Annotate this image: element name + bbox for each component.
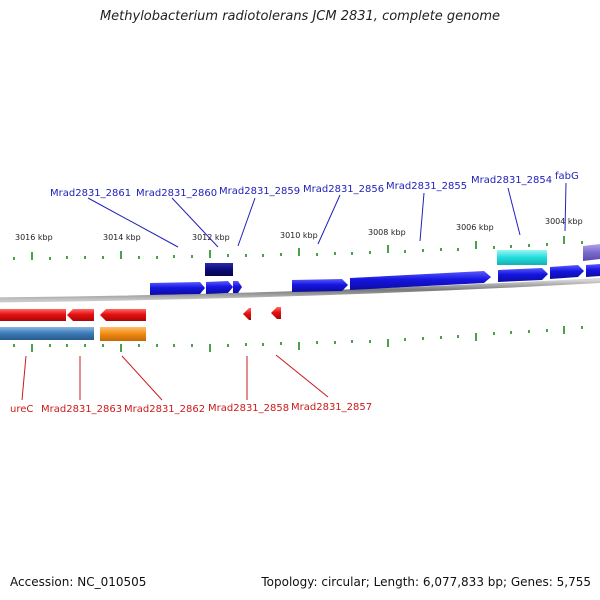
gene-label-mrad2831-2858[interactable]: Mrad2831_2858 bbox=[208, 403, 289, 414]
scale-label: 3008 kbp bbox=[368, 228, 406, 237]
reverse-gene-arrow[interactable] bbox=[100, 309, 146, 321]
forward-gene-arrow[interactable] bbox=[550, 265, 584, 279]
scale-label: 3012 kbp bbox=[192, 233, 230, 242]
forward-gene-arrow[interactable] bbox=[150, 282, 205, 295]
gene-label-mrad2831-2859[interactable]: Mrad2831_2859 bbox=[219, 186, 300, 197]
forward-gene-arrow[interactable] bbox=[498, 268, 548, 282]
genome-summary-text: Topology: circular; Length: 6,077,833 bp… bbox=[261, 575, 591, 589]
reverse-gene-arrow[interactable] bbox=[0, 309, 66, 321]
forward-gene-arrow[interactable] bbox=[586, 264, 600, 277]
forward-gene-arrow[interactable] bbox=[233, 281, 242, 293]
scale-label: 3016 kbp bbox=[15, 233, 53, 242]
forward-genes bbox=[150, 264, 600, 295]
feature-block-dark[interactable] bbox=[205, 263, 233, 276]
gene-label-urec[interactable]: ureC bbox=[10, 404, 33, 415]
gene-label-mrad2831-2854[interactable]: Mrad2831_2854 bbox=[471, 175, 552, 186]
accession-text: Accession: NC_010505 bbox=[10, 575, 147, 589]
scale-ticks-outer bbox=[13, 236, 583, 260]
callout-lines-top bbox=[87, 182, 567, 248]
reverse-genes bbox=[0, 307, 281, 321]
gene-label-mrad2831-2861[interactable]: Mrad2831_2861 bbox=[50, 188, 131, 199]
gene-label-mrad2831-2860[interactable]: Mrad2831_2860 bbox=[136, 188, 217, 199]
forward-gene-arrow[interactable] bbox=[292, 279, 348, 292]
genome-backbone bbox=[0, 278, 600, 303]
map-title: Methylobacterium radiotolerans JCM 2831,… bbox=[99, 9, 501, 24]
reverse-gene-arrow[interactable] bbox=[271, 307, 281, 319]
scale-ticks-inner bbox=[13, 326, 583, 352]
reverse-gene-arrow[interactable] bbox=[67, 309, 94, 321]
scale-label: 3014 kbp bbox=[103, 233, 141, 242]
gene-label-mrad2831-2855[interactable]: Mrad2831_2855 bbox=[386, 181, 467, 192]
gene-label-mrad2831-2856[interactable]: Mrad2831_2856 bbox=[303, 184, 384, 195]
feature-block-orange[interactable] bbox=[100, 327, 146, 341]
gene-label-mrad2831-2857[interactable]: Mrad2831_2857 bbox=[291, 402, 372, 413]
gene-label-mrad2831-2862[interactable]: Mrad2831_2862 bbox=[124, 404, 205, 415]
gene-label-mrad2831-2863[interactable]: Mrad2831_2863 bbox=[41, 404, 122, 415]
forward-gene-arrow[interactable] bbox=[350, 271, 491, 290]
forward-gene-arrow[interactable] bbox=[206, 281, 233, 294]
feature-block-cyan[interactable] bbox=[497, 250, 547, 265]
scale-label: 3004 kbp bbox=[545, 217, 583, 226]
gene-label-fabg[interactable]: fabG bbox=[555, 171, 579, 182]
scale-label: 3010 kbp bbox=[280, 231, 318, 240]
feature-block-purple[interactable] bbox=[583, 244, 600, 261]
callout-lines-bottom bbox=[21, 354, 329, 401]
feature-block-steelblue[interactable] bbox=[0, 327, 94, 340]
scale-label: 3006 kbp bbox=[456, 223, 494, 232]
reverse-gene-arrow[interactable] bbox=[243, 308, 251, 320]
